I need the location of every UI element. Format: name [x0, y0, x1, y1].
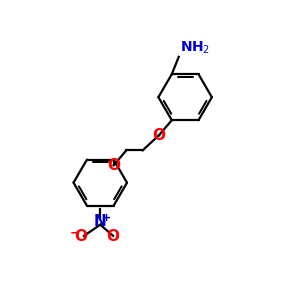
- Text: O: O: [75, 230, 88, 244]
- Text: N: N: [94, 214, 107, 230]
- Text: +: +: [101, 214, 111, 224]
- Text: O: O: [107, 158, 120, 173]
- Text: NH$_2$: NH$_2$: [180, 39, 210, 56]
- Text: O: O: [152, 128, 166, 143]
- Text: −: −: [70, 226, 81, 239]
- Text: O: O: [106, 230, 120, 244]
